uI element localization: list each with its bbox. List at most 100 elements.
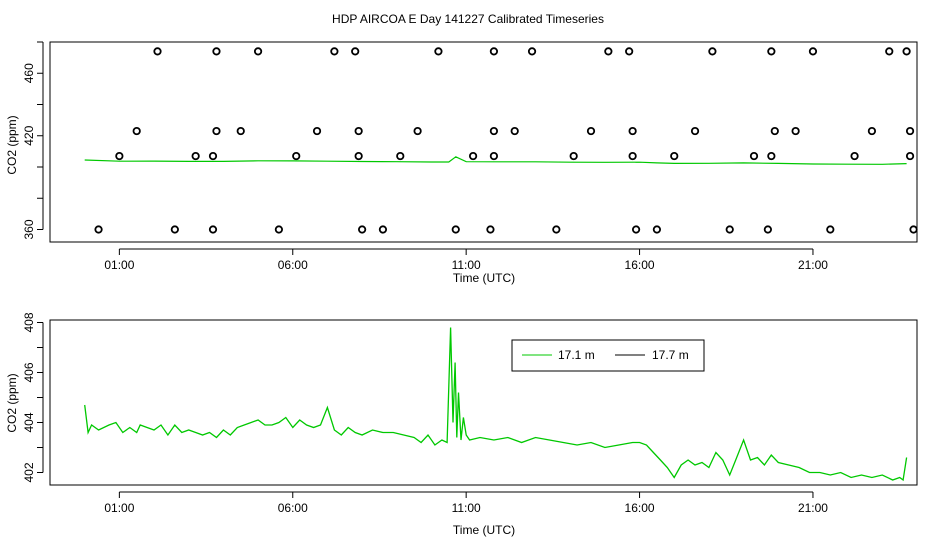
- bottom-x-tick-label: 16:00: [625, 501, 655, 515]
- calibration-point: [354, 126, 363, 136]
- legend-label-17-1m: 17.1 m: [558, 348, 595, 362]
- top-x-tick-label: 01:00: [104, 258, 134, 272]
- calibration-point: [351, 47, 360, 56]
- calibration-point: [358, 225, 367, 234]
- calibration-point: [208, 151, 218, 161]
- bottom-y-tick-label: 404: [22, 412, 36, 432]
- calibration-point: [94, 225, 103, 234]
- top-y-tick-label: 360: [22, 219, 36, 239]
- top-y-tick-label: 460: [22, 63, 36, 83]
- calibration-point: [330, 47, 339, 56]
- calibration-point: [292, 151, 301, 161]
- calibration-point: [489, 151, 499, 161]
- calibration-point: [489, 47, 499, 56]
- calibration-point: [451, 225, 460, 234]
- calibration-point: [253, 47, 263, 56]
- calibration-point: [236, 126, 245, 136]
- bottom-x-tick-label: 11:00: [452, 501, 481, 515]
- bottom-y-axis: 402 404 406 408: [22, 312, 44, 483]
- calibration-point: [850, 151, 859, 161]
- top-y-axis-label: CO2 (ppm): [5, 115, 19, 174]
- top-x-tick-label: 11:00: [452, 258, 481, 272]
- calibration-point: [212, 47, 221, 56]
- calibration-point: [909, 225, 918, 234]
- calibration-point: [770, 126, 779, 136]
- calibration-point: [378, 225, 388, 234]
- calibration-point: [826, 225, 835, 234]
- calibration-point: [396, 151, 405, 161]
- calibration-point: [434, 47, 443, 56]
- calibration-point: [905, 126, 915, 136]
- legend-label-17-7m: 17.7 m: [652, 348, 689, 362]
- top-x-tick-label: 06:00: [278, 258, 308, 272]
- chart-title: HDP AIRCOA E Day 141227 Calibrated Times…: [332, 12, 604, 26]
- calibration-point: [489, 126, 499, 136]
- calibration-point: [808, 47, 818, 56]
- top-x-axis-label: Time (UTC): [453, 271, 515, 285]
- calibration-point: [604, 47, 613, 56]
- calibration-point: [905, 151, 915, 161]
- bottom-x-tick-label: 01:00: [104, 501, 134, 515]
- calibration-point: [690, 126, 700, 136]
- calibration-point: [312, 126, 322, 136]
- calibration-point: [569, 151, 578, 161]
- calibration-point: [212, 126, 221, 136]
- calibration-point: [468, 151, 478, 161]
- bottom-panel: 01:00 06:00 11:00 16:00 21:00 402 404 406 408 T…: [5, 312, 918, 537]
- top-y-tick-label: 420: [22, 125, 36, 145]
- bottom-x-tick-label: 21:00: [798, 501, 828, 515]
- calibration-point: [413, 126, 422, 136]
- calibration-point: [670, 151, 679, 161]
- calibration-point: [767, 47, 776, 56]
- calibration-point: [527, 47, 537, 56]
- calibration-point: [725, 225, 734, 234]
- calibration-point: [115, 151, 124, 161]
- calibration-point: [767, 151, 776, 161]
- bottom-y-axis-label: CO2 (ppm): [5, 373, 19, 432]
- bottom-y-tick-label: 408: [22, 312, 36, 332]
- calibration-point: [885, 47, 894, 56]
- bottom-plot-frame: [49, 319, 918, 486]
- calibration-point: [354, 151, 363, 161]
- bottom-y-tick-label: 402: [22, 462, 36, 482]
- calibration-point: [763, 225, 772, 234]
- bottom-series-line: [84, 327, 908, 482]
- calibration-point: [191, 151, 200, 161]
- calibration-point: [552, 225, 561, 234]
- bottom-line-series: [84, 327, 908, 482]
- calibration-point: [170, 225, 179, 234]
- calibration-point: [153, 47, 162, 56]
- calibration-point: [486, 225, 495, 234]
- calibration-point: [631, 225, 641, 234]
- bottom-x-axis-label: Time (UTC): [453, 523, 515, 537]
- bottom-x-tick-label: 06:00: [278, 501, 308, 515]
- top-x-axis: 01:00 06:00 11:00 16:00 21:00: [104, 248, 828, 272]
- calibration-point: [274, 225, 283, 234]
- bottom-x-axis: 01:00 06:00 11:00 16:00 21:00: [104, 491, 828, 515]
- top-calibration-points: [94, 47, 918, 234]
- top-x-tick-label: 21:00: [798, 258, 828, 272]
- calibration-point: [708, 47, 717, 56]
- top-plot-frame: [49, 41, 918, 243]
- bottom-y-tick-label: 406: [22, 362, 36, 382]
- top-line-series: [84, 156, 907, 165]
- calibration-point: [628, 151, 637, 161]
- calibration-point: [749, 151, 759, 161]
- calibration-point: [625, 47, 634, 56]
- calibration-point: [132, 126, 141, 136]
- calibration-point: [867, 126, 877, 136]
- top-panel: 01:00 06:00 11:00 16:00 21:00 360 420 460 Time…: [5, 41, 918, 285]
- top-x-tick-label: 16:00: [625, 258, 655, 272]
- calibration-point: [510, 126, 519, 136]
- legend: 17.1 m 17.7 m: [511, 339, 705, 372]
- top-y-axis: 360 420 460: [22, 41, 44, 240]
- calibration-point: [208, 225, 218, 234]
- calibration-point: [791, 126, 800, 136]
- top-co2-line: [84, 156, 907, 165]
- calibration-point: [902, 47, 911, 56]
- calibration-point: [586, 126, 596, 136]
- calibration-point: [652, 225, 662, 234]
